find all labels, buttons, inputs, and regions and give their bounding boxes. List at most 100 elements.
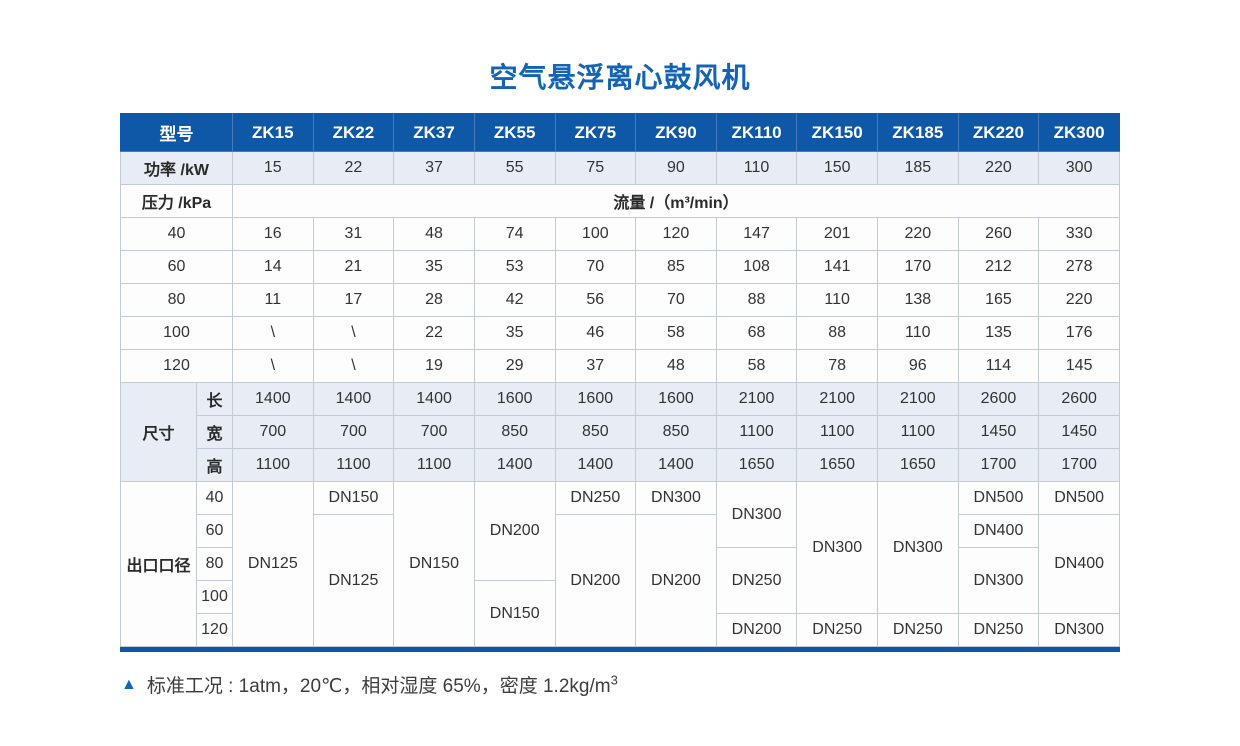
table-cell: 48 (393, 217, 475, 251)
header-cell: ZK90 (635, 113, 717, 152)
table-cell: DN300 (796, 481, 878, 614)
triangle-marker-icon: ▲ (121, 675, 137, 693)
table-cell: 1400 (473, 448, 556, 482)
table-cell: 88 (715, 283, 798, 317)
table-cell: 1450 (957, 415, 1040, 449)
table-cell: DN125 (312, 514, 395, 647)
table-cell: 700 (312, 415, 395, 449)
table-cell: 2100 (877, 382, 959, 416)
footnote: ▲ 标准工况 : 1atm，20℃，相对湿度 65%，密度 1.2kg/m3 (121, 671, 618, 698)
table-cell: 2100 (796, 382, 878, 416)
table-cell: 高 (196, 448, 233, 482)
table-cell: 22 (393, 316, 475, 350)
table-cell: 185 (877, 151, 959, 185)
table-cell: 110 (715, 151, 798, 185)
table-cell: DN400 (1038, 514, 1120, 614)
table-cell: 85 (635, 250, 717, 284)
table-row: 宽 700 700 700 850 850 850 1100 1100 1100 1450 1450 (121, 415, 1120, 449)
table-cell: 120 (635, 217, 717, 251)
table-cell: 1700 (957, 448, 1040, 482)
table-cell: 1100 (232, 448, 314, 482)
table-cell: 330 (1038, 217, 1120, 251)
table-cell: 1650 (877, 448, 959, 482)
footnote-text: 标准工况 : 1atm，20℃，相对湿度 65%，密度 1.2kg/m3 (146, 672, 618, 697)
table-cell: DN250 (796, 613, 878, 647)
table-cell: 1600 (635, 382, 717, 416)
table-cell: 114 (957, 349, 1040, 383)
table-row: 40 16 31 48 74 100 120 147 201 220 260 330 (120, 217, 1120, 251)
header-cell: ZK15 (232, 113, 314, 152)
table-row: 100 \ \ 22 35 46 58 68 88 110 135 176 (120, 316, 1120, 350)
table-cell: 165 (957, 283, 1040, 317)
table-cell: 1100 (877, 415, 959, 449)
table-cell: 201 (796, 217, 878, 251)
table-cell: 1100 (796, 415, 878, 449)
table-cell: 46 (554, 316, 637, 350)
table-cell: 300 (1038, 151, 1120, 185)
table-cell: 28 (393, 283, 475, 317)
table-cell: 1100 (715, 415, 798, 449)
table-row: 型号 ZK15 ZK22 ZK37 ZK55 ZK75 ZK90 ZK110 ZK150 ZK18… (120, 113, 1120, 152)
header-cell: ZK55 (473, 113, 556, 152)
table-cell: 压力 /kPa (120, 184, 233, 218)
table-cell: 22 (312, 151, 395, 185)
page-title: 空气悬浮离心鼓风机 (489, 62, 751, 93)
table-cell: 功率 /kW (120, 151, 233, 185)
header-cell: ZK185 (877, 113, 959, 152)
table-cell: DN300 (877, 481, 959, 614)
table-cell: 278 (1038, 250, 1120, 284)
header-cell: ZK300 (1038, 113, 1120, 152)
table-cell: 110 (796, 283, 878, 317)
spec-table: 型号 ZK15 ZK22 ZK37 ZK55 ZK75 ZK90 ZK110 ZK150 ZK18… (120, 113, 1120, 647)
table-cell: 14 (232, 250, 314, 284)
table-cell: DN250 (877, 613, 959, 647)
table-cell: 1700 (1038, 448, 1120, 482)
table-cell: 145 (1038, 349, 1120, 383)
table-cell: 75 (554, 151, 637, 185)
table-cell: 138 (877, 283, 959, 317)
table-cell: DN125 (232, 481, 314, 647)
table-row: 压力 /kPa 流量 /（m³/min） (120, 184, 1120, 218)
table-cell: 1400 (635, 448, 717, 482)
table-cell: 60 (196, 514, 233, 548)
table-cell: 100 (196, 580, 233, 614)
table-cell: 135 (957, 316, 1040, 350)
table-row: 60 DN125 DN200 DN200 DN400 DN400 (121, 514, 1120, 647)
table-cell: DN300 (635, 481, 717, 515)
table-cell: 110 (877, 316, 959, 350)
table-cell: 55 (473, 151, 556, 185)
table-cell: 1400 (232, 382, 314, 416)
table-cell: DN300 (957, 547, 1040, 614)
table-cell: 1100 (312, 448, 395, 482)
table-cell: 42 (473, 283, 556, 317)
table-cell: 68 (715, 316, 798, 350)
table-cell: 56 (554, 283, 637, 317)
table-cell: 147 (715, 217, 798, 251)
table-cell: 19 (393, 349, 475, 383)
table-cell: 220 (957, 151, 1040, 185)
table-cell: 21 (312, 250, 395, 284)
table-cell: DN200 (635, 514, 717, 647)
table-cell: 流量 /（m³/min） (232, 184, 1120, 218)
table-cell: DN200 (473, 481, 556, 581)
table-cell: 1400 (393, 382, 475, 416)
spec-table-container: 型号 ZK15 ZK22 ZK37 ZK55 ZK75 ZK90 ZK110 ZK150 ZK18… (120, 113, 1120, 652)
table-cell: DN250 (554, 481, 637, 515)
header-cell: ZK110 (715, 113, 798, 152)
table-cell: 700 (393, 415, 475, 449)
table-cell: 850 (554, 415, 637, 449)
table-cell: 176 (1038, 316, 1120, 350)
table-row: 80 11 17 28 42 56 70 88 110 138 165 220 (120, 283, 1120, 317)
table-cell: 100 (554, 217, 637, 251)
table-row: 100 DN150 (121, 580, 1120, 647)
table-cell: 80 (120, 283, 233, 317)
table-cell: DN200 (715, 613, 798, 647)
table-cell: 1100 (393, 448, 475, 482)
table-cell: \ (312, 349, 395, 383)
table-cell: 40 (120, 217, 233, 251)
table-cell: 108 (715, 250, 798, 284)
header-cell: ZK37 (393, 113, 475, 152)
table-cell: DN300 (715, 481, 798, 548)
table-cell: 11 (232, 283, 314, 317)
table-cell: 100 (120, 316, 233, 350)
